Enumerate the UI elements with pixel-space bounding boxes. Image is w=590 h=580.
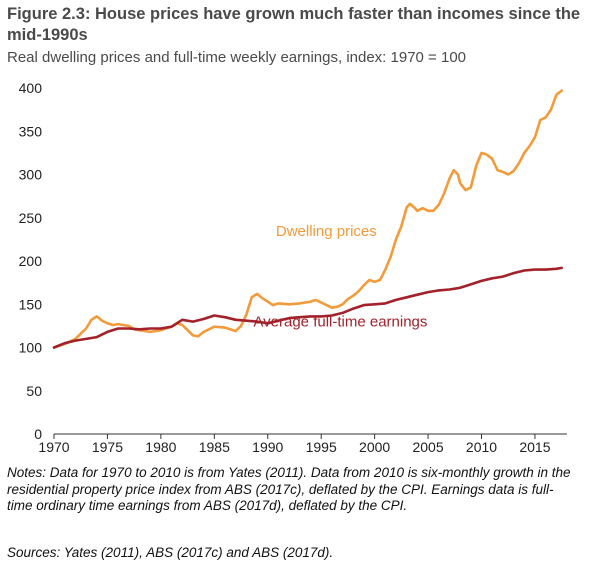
y-tick-label: 400	[19, 80, 43, 96]
x-tick-label: 1970	[38, 439, 69, 455]
y-tick-label: 350	[19, 123, 43, 139]
x-tick-label: 1985	[199, 439, 230, 455]
y-tick-label: 50	[26, 383, 42, 399]
series-annotation: Dwelling prices	[276, 223, 377, 240]
x-tick-label: 1990	[252, 439, 283, 455]
y-tick-label: 0	[34, 426, 42, 442]
x-tick-label: 2005	[412, 439, 443, 455]
y-tick-label: 250	[19, 210, 43, 226]
y-tick-label: 100	[19, 340, 43, 356]
chart-sources: Sources: Yates (2011), ABS (2017c) and A…	[7, 545, 334, 560]
series-line-average-earnings	[52, 266, 563, 349]
series-line-dwelling-prices	[52, 89, 563, 349]
chart-subtitle: Real dwelling prices and full-time weekl…	[7, 49, 467, 66]
chart-title: Figure 2.3: House prices have grown much…	[7, 5, 581, 44]
series-layer	[52, 89, 563, 349]
chart-notes: Notes: Data for 1970 to 2010 is from Yat…	[7, 465, 571, 514]
series-annotation: Average full-time earnings	[253, 314, 427, 331]
annotation-layer: Dwelling prices Average full-time earning…	[253, 223, 427, 331]
y-tick-label: 150	[19, 296, 43, 312]
x-tick-label: 1980	[145, 439, 176, 455]
y-tick-label: 200	[19, 253, 43, 269]
x-tick-label: 1995	[306, 439, 337, 455]
x-tick-label: 2010	[466, 439, 497, 455]
x-tick-label: 1975	[92, 439, 123, 455]
x-tick-label: 2000	[359, 439, 390, 455]
y-tick-label: 300	[19, 167, 43, 183]
x-tick-label: 2015	[519, 439, 550, 455]
x-axis: 1970 1975 1980 1985 1990 1995 2000 2005 2010 2015	[38, 433, 567, 455]
y-axis: 0 50 100 150 200 250 300 350 400	[19, 80, 43, 442]
